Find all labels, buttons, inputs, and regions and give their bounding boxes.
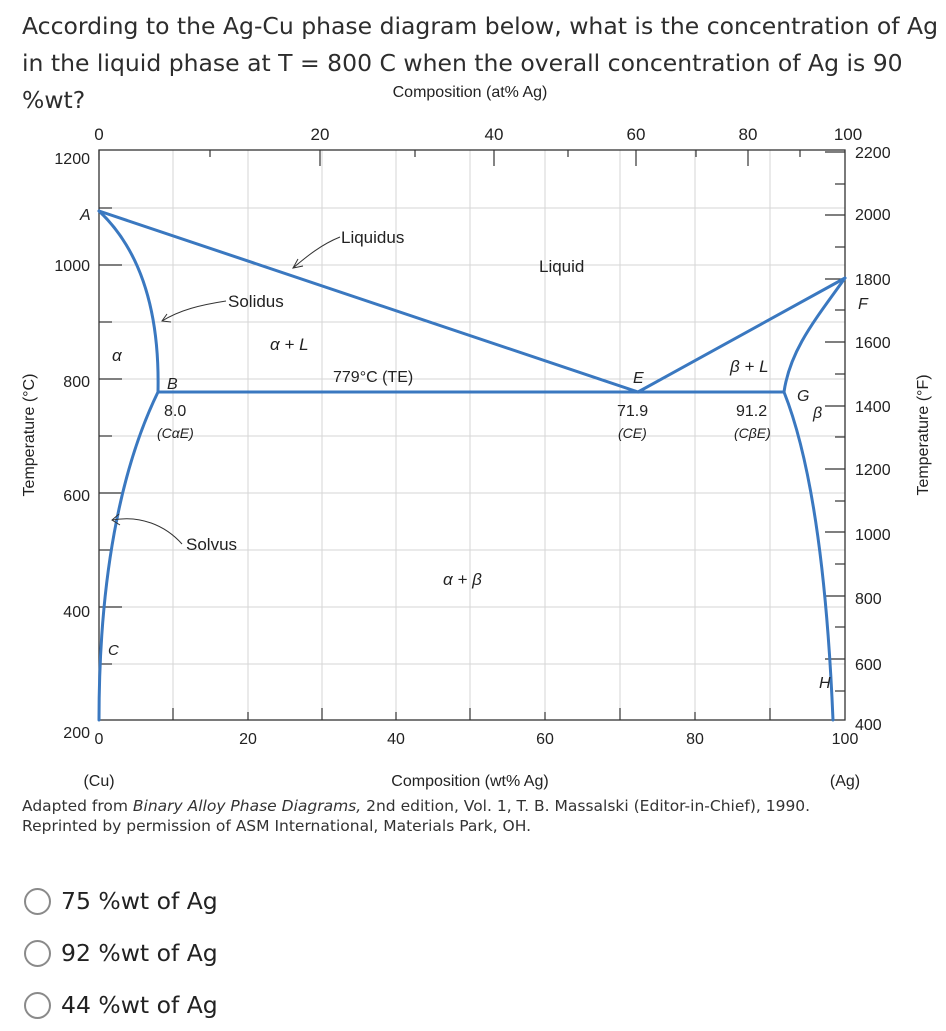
region-label-beta-l: β + L xyxy=(729,357,769,376)
right-tick-label: 400 xyxy=(855,717,882,734)
point-label-h: H xyxy=(819,675,831,692)
answer-option-1[interactable]: 75 %wt of Ag xyxy=(22,875,218,927)
caption-line-2: Reprinted by permission of ASM Internati… xyxy=(22,817,532,835)
axis-labels: 0 20 40 60 80 100 Composition (at% Ag) 0 20 40 60 8… xyxy=(21,84,932,790)
answer-option-label: 44 %wt of Ag xyxy=(61,991,218,1019)
right-tick-label: 1600 xyxy=(855,335,891,352)
eutectic-temperature-label: 779°C (TE) xyxy=(333,369,413,386)
answer-option-2[interactable]: 92 %wt of Ag xyxy=(22,927,218,979)
left-tick-label: 400 xyxy=(63,604,90,621)
grid-lines xyxy=(99,150,845,720)
top-tick-label: 100 xyxy=(834,125,862,144)
bottom-tick-label: 40 xyxy=(387,731,405,748)
solvus-curve-left xyxy=(97,390,160,722)
right-axis-ticks xyxy=(825,151,845,692)
right-tick-label: 1800 xyxy=(855,272,891,289)
caption-line-1: Adapted from Binary Alloy Phase Diagrams… xyxy=(22,797,811,815)
region-label-alpha-beta: α + β xyxy=(443,570,482,589)
top-axis-title: Composition (at% Ag) xyxy=(393,84,548,101)
left-tick-label: 800 xyxy=(63,374,90,391)
radio-button[interactable] xyxy=(24,991,51,1019)
bottom-tick-label: 100 xyxy=(832,731,859,748)
solidus-curve-right xyxy=(782,276,847,394)
right-tick-label: 2200 xyxy=(855,145,891,162)
bottom-tick-label: 60 xyxy=(536,731,554,748)
radio-button[interactable] xyxy=(24,939,51,967)
point-label-f: F xyxy=(858,296,869,313)
liquidus-line-left xyxy=(97,209,640,394)
phase-boundaries xyxy=(97,209,847,722)
left-tick-label: 600 xyxy=(63,488,90,505)
bottom-tick-label: 0 xyxy=(95,731,104,748)
bottom-tick-label: 80 xyxy=(686,731,704,748)
top-tick-label: 40 xyxy=(485,125,504,144)
curve-label-solvus: Solvus xyxy=(186,535,237,554)
beta-eutectic-symbol: (CβE) xyxy=(734,425,771,441)
liquidus-line-right xyxy=(636,276,847,394)
left-tick-label: 1200 xyxy=(54,151,90,168)
bottom-axis-ticks xyxy=(172,708,771,720)
solidus-curve-left xyxy=(97,209,160,394)
right-tick-label: 800 xyxy=(855,591,882,608)
top-tick-label: 80 xyxy=(739,125,758,144)
left-axis-title: Temperature (°C) xyxy=(21,374,38,497)
curve-label-liquidus: Liquidus xyxy=(341,228,404,247)
bottom-tick-label: 20 xyxy=(239,731,257,748)
point-label-b: B xyxy=(167,376,178,393)
region-label-alpha: α xyxy=(112,346,123,365)
radio-button[interactable] xyxy=(24,887,51,915)
answer-option-3[interactable]: 44 %wt of Ag xyxy=(22,979,218,1031)
top-axis-ticks xyxy=(98,150,801,166)
bottom-axis-title: Composition (wt% Ag) xyxy=(391,773,548,790)
left-tick-label: 200 xyxy=(63,725,90,742)
label-arrows xyxy=(111,236,341,545)
bottom-left-label: (Cu) xyxy=(83,773,114,790)
figure-caption: Adapted from Binary Alloy Phase Diagrams… xyxy=(22,796,810,836)
phase-diagram: 0 20 40 60 80 100 Composition (at% Ag) 0 20 40 60 8… xyxy=(21,84,932,790)
point-label-e: E xyxy=(633,370,644,387)
right-tick-label: 1000 xyxy=(855,527,891,544)
question-text: According to the Ag-Cu phase diagram bel… xyxy=(22,12,939,114)
eutectic-symbol: (CE) xyxy=(618,425,647,441)
bottom-right-label: (Ag) xyxy=(830,773,860,790)
right-tick-label: 2000 xyxy=(855,207,891,224)
alpha-eutectic-composition: 8.0 xyxy=(164,403,186,420)
left-tick-label: 1000 xyxy=(54,258,90,275)
region-label-beta: β xyxy=(812,405,822,422)
point-label-g: G xyxy=(797,388,809,405)
top-tick-label: 20 xyxy=(311,125,330,144)
top-tick-label: 0 xyxy=(94,125,103,144)
right-tick-label: 1400 xyxy=(855,399,891,416)
answer-option-label: 92 %wt of Ag xyxy=(61,939,218,967)
right-tick-label: 1200 xyxy=(855,462,891,479)
solvus-curve-right xyxy=(782,390,835,722)
curve-label-solidus: Solidus xyxy=(228,292,284,311)
point-label-c: C xyxy=(108,642,119,659)
right-tick-label: 600 xyxy=(855,657,882,674)
alpha-eutectic-symbol: (CαE) xyxy=(157,425,194,441)
plot-frame xyxy=(98,149,846,721)
point-label-a: A xyxy=(79,207,91,224)
eutectic-composition: 71.9 xyxy=(617,403,648,420)
right-axis-title: Temperature (°F) xyxy=(915,374,932,495)
region-label-liquid: Liquid xyxy=(539,257,584,276)
answer-option-label: 75 %wt of Ag xyxy=(61,887,218,915)
region-label-alpha-l: α + L xyxy=(270,335,309,354)
answer-options: 75 %wt of Ag 92 %wt of Ag 44 %wt of Ag xyxy=(22,875,218,1031)
top-tick-label: 60 xyxy=(627,125,646,144)
beta-eutectic-composition: 91.2 xyxy=(736,403,767,420)
diagram-labels: A B C E F G H Liquid α + L β + L α β α +… xyxy=(79,207,869,692)
